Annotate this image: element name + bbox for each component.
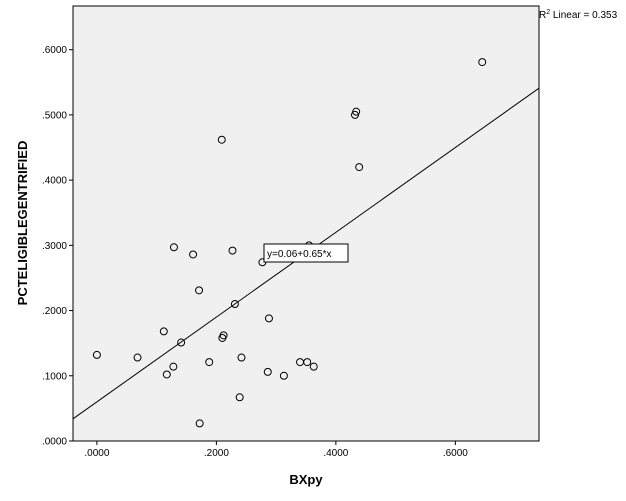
data-point	[264, 314, 273, 323]
data-point	[309, 362, 318, 371]
y-tick-label: .3000	[42, 241, 67, 252]
data-point	[219, 331, 228, 340]
y-tick-label: .5000	[42, 110, 67, 121]
data-point	[169, 362, 178, 371]
y-axis-title: PCTELIGIBLEGENTRIFIED	[15, 141, 30, 306]
data-point	[169, 243, 178, 252]
data-point	[159, 327, 168, 336]
x-tick-label: .4000	[323, 448, 348, 459]
data-point	[205, 358, 214, 367]
data-point	[355, 163, 364, 172]
data-point	[235, 393, 244, 402]
data-point	[478, 58, 487, 67]
x-tick-label: .2000	[204, 448, 229, 459]
plot-area	[72, 5, 540, 442]
r2-superscript: 2	[546, 9, 550, 16]
r2-suffix: Linear = 0.353	[550, 10, 617, 21]
data-point	[217, 135, 226, 144]
data-point	[177, 338, 186, 347]
data-point	[303, 358, 312, 367]
r2-label: R2 Linear = 0.353	[539, 9, 618, 21]
data-point	[195, 419, 204, 428]
y-axis: .0000 .1000 .2000 .3000 .4000 .5000 .6000	[42, 45, 73, 448]
data-point	[189, 250, 198, 259]
x-axis-title: BXpy	[289, 472, 323, 487]
x-tick-label: .6000	[443, 448, 468, 459]
y-tick-label: .4000	[42, 176, 67, 187]
data-point	[228, 246, 237, 255]
data-point	[230, 300, 239, 309]
x-axis: .0000 .2000 .4000 .6000	[84, 441, 468, 459]
r2-prefix: R	[539, 10, 546, 21]
data-point	[133, 353, 142, 362]
x-tick-label: .0000	[84, 448, 109, 459]
y-tick-label: .1000	[42, 371, 67, 382]
y-tick-label: .2000	[42, 306, 67, 317]
data-point	[352, 107, 361, 116]
data-point	[92, 350, 101, 359]
points-group	[92, 58, 487, 428]
data-point	[195, 286, 204, 295]
fit-equation-box: y=0.06+0.65*x	[263, 243, 349, 263]
y-tick-label: .6000	[42, 45, 67, 56]
data-point	[263, 367, 272, 376]
y-tick-label: .0000	[42, 437, 67, 448]
data-point	[162, 370, 171, 379]
fit-equation-label: y=0.06+0.65*x	[267, 249, 332, 260]
data-point	[279, 371, 288, 380]
data-point	[237, 353, 246, 362]
